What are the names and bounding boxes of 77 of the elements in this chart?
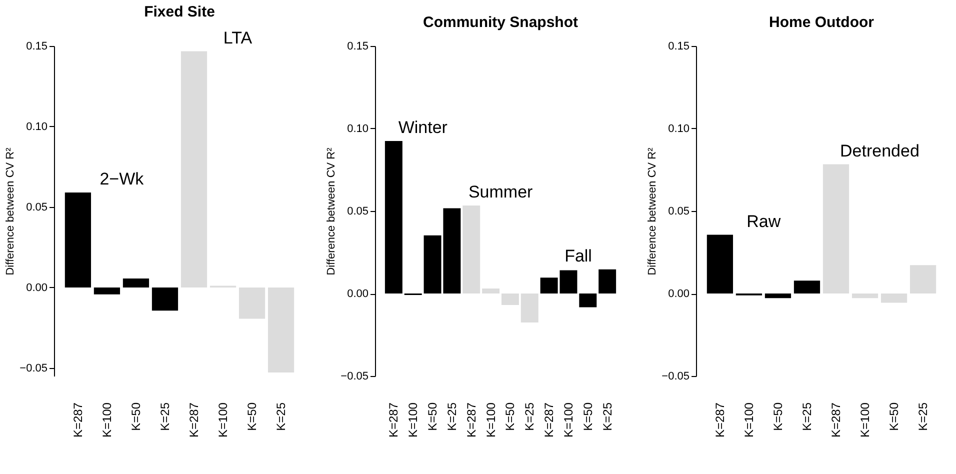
y-tick-label: 0.00 [668,288,690,300]
bar [822,164,850,294]
bar [238,287,266,319]
bar [268,287,294,372]
x-tick-label: K=25 [444,402,459,431]
x-tick-label: K=25 [522,402,537,431]
y-axis-title: Difference between CV R² [4,147,17,276]
bar [880,294,908,303]
x-tick-label: K=100 [858,402,872,438]
y-tick-label: 0.05 [26,201,48,214]
x-tick-label: K=50 [580,402,595,431]
x-tick-label: K=25 [600,402,614,431]
bar [122,278,150,288]
y-tick-label: 0.05 [347,206,368,218]
y-tick-label: 0.10 [26,120,48,133]
series-label: Winter [398,118,448,138]
x-tick-label: K=100 [561,402,576,438]
x-tick-label: K=287 [187,402,202,438]
y-tick-label: 0.00 [347,288,368,300]
bar [910,265,936,294]
x-tick-label: K=287 [542,402,556,438]
bar [579,294,597,308]
x-tick-label: K=50 [426,402,440,431]
series-label: LTA [223,28,253,48]
x-tick-label: K=50 [503,402,518,431]
x-tick-label: K=100 [484,402,498,438]
x-tick-label: K=50 [245,402,260,431]
bar [764,294,792,298]
bar [501,294,519,306]
bar [94,287,120,294]
y-tick-label: 0.15 [347,40,368,52]
y-tick-label: 0.00 [26,282,48,294]
x-tick-label: K=100 [406,402,420,438]
series-label: Detrended [840,141,920,160]
bar [482,288,500,294]
x-tick-label: K=287 [829,402,844,438]
y-tick-label: −0.05 [20,362,48,374]
x-tick-label: K=50 [887,402,902,431]
bar [520,294,538,323]
bar [598,269,616,294]
series-label: Summer [468,182,534,202]
x-tick-label: K=25 [916,402,930,431]
x-tick-label: K=50 [128,402,143,431]
x-tick-label: K=25 [158,402,172,431]
y-tick-label: 0.15 [26,40,48,52]
y-tick-label: −0.05 [340,370,368,382]
x-tick-label: K=287 [712,402,727,438]
y-tick-label: −0.05 [662,370,690,382]
y-tick-label: 0.05 [668,206,690,218]
bar [64,192,92,288]
y-axis-title: Difference between CV R² [646,147,659,276]
bar [384,141,402,294]
series-label: Raw [746,212,782,231]
bar [852,294,878,298]
chart-title: Fixed Site [144,3,215,20]
y-tick-label: 0.10 [668,123,690,135]
x-tick-label: K=287 [386,402,401,438]
series-label: Fall [564,246,592,266]
x-tick-label: K=287 [464,402,478,438]
bar [180,51,208,288]
bar [794,280,820,294]
series-label: 2−Wk [100,169,144,188]
chart-title: Community Snapshot [422,14,578,31]
bar [152,287,178,311]
y-tick-label: 0.15 [668,40,690,52]
chart-title: Home Outdoor [769,14,874,31]
x-tick-label: K=25 [274,402,288,431]
y-tick-label: 0.10 [347,123,368,135]
x-tick-label: K=100 [100,402,114,438]
bar [462,206,480,294]
x-tick-label: K=25 [800,402,814,431]
bar [706,234,734,294]
x-tick-label: K=287 [70,402,85,438]
x-tick-label: K=50 [770,402,785,431]
x-tick-label: K=100 [742,402,756,438]
x-tick-label: K=100 [216,402,230,438]
y-axis-title: Difference between CV R² [326,147,338,276]
